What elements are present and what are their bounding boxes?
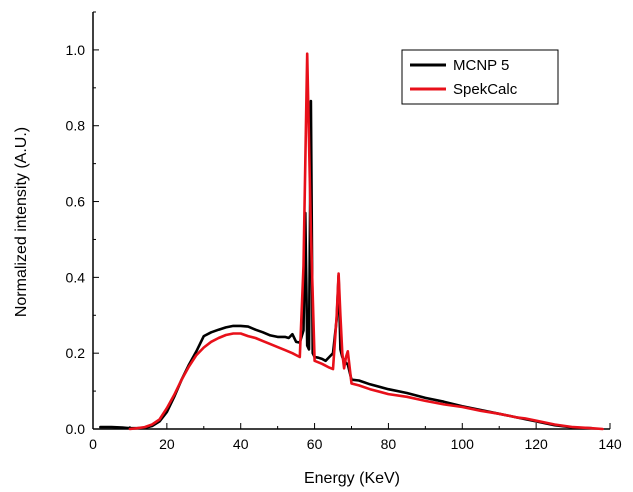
- x-tick-label: 100: [451, 436, 475, 452]
- y-tick-label: 0.4: [66, 269, 86, 285]
- x-axis-ticks: 0 20 40 60 80 100 120 140: [89, 423, 622, 452]
- x-tick-label: 0: [89, 436, 97, 452]
- x-tick-label: 60: [307, 436, 323, 452]
- y-tick-label: 0.8: [66, 118, 86, 134]
- y-axis-ticks: 0.0 0.2 0.4 0.6 0.8 1.0: [66, 11, 99, 437]
- legend-box: [401, 49, 559, 105]
- y-tick-label: 0.6: [66, 194, 86, 210]
- legend: MCNP 5 SpekCalc: [401, 49, 559, 105]
- series-line-spekcalc: [128, 52, 604, 431]
- y-tick-label: 1.0: [66, 42, 86, 58]
- x-tick-label: 40: [233, 436, 249, 452]
- y-tick-label: 0.2: [66, 345, 86, 361]
- x-tick-label: 140: [598, 436, 622, 452]
- legend-label-mcnp5: MCNP 5: [453, 57, 509, 74]
- x-tick-label: 20: [159, 436, 175, 452]
- x-tick-label: 80: [381, 436, 397, 452]
- series-line-mcnp-5: [99, 99, 593, 430]
- x-tick-label: 120: [524, 436, 548, 452]
- y-axis-title: Normalized intensity (A.U.): [13, 127, 30, 317]
- y-tick-label: 0.0: [66, 421, 86, 437]
- x-axis-title: Energy (KeV): [304, 470, 400, 487]
- series-layer: [99, 52, 604, 431]
- legend-label-spekcalc: SpekCalc: [453, 81, 518, 98]
